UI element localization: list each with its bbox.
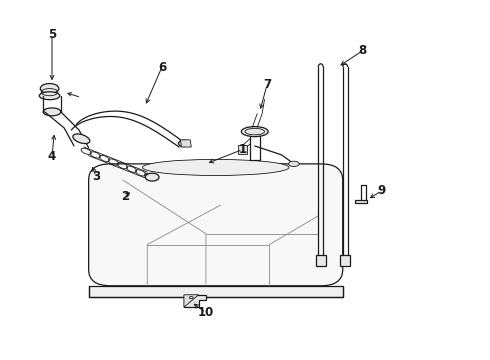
Text: 7: 7	[263, 78, 271, 91]
Ellipse shape	[143, 159, 289, 176]
Polygon shape	[184, 295, 198, 307]
Ellipse shape	[39, 92, 60, 100]
Text: 4: 4	[48, 150, 56, 163]
Ellipse shape	[40, 84, 59, 94]
Ellipse shape	[43, 108, 61, 116]
Polygon shape	[238, 145, 247, 154]
Polygon shape	[340, 255, 350, 266]
Text: 6: 6	[158, 60, 166, 73]
Ellipse shape	[73, 134, 90, 144]
Polygon shape	[89, 286, 343, 297]
Polygon shape	[316, 255, 326, 266]
Polygon shape	[355, 200, 367, 203]
Ellipse shape	[178, 140, 189, 147]
Text: 8: 8	[358, 44, 367, 57]
Ellipse shape	[289, 161, 299, 167]
Text: 3: 3	[92, 170, 100, 183]
FancyBboxPatch shape	[89, 164, 343, 286]
Polygon shape	[180, 140, 191, 147]
Text: 1: 1	[239, 143, 246, 156]
Text: 9: 9	[378, 184, 386, 197]
Ellipse shape	[242, 127, 268, 136]
Text: 2: 2	[121, 190, 129, 203]
Text: 5: 5	[48, 28, 56, 41]
Text: 10: 10	[198, 306, 214, 319]
Ellipse shape	[146, 173, 159, 181]
Polygon shape	[184, 295, 206, 307]
